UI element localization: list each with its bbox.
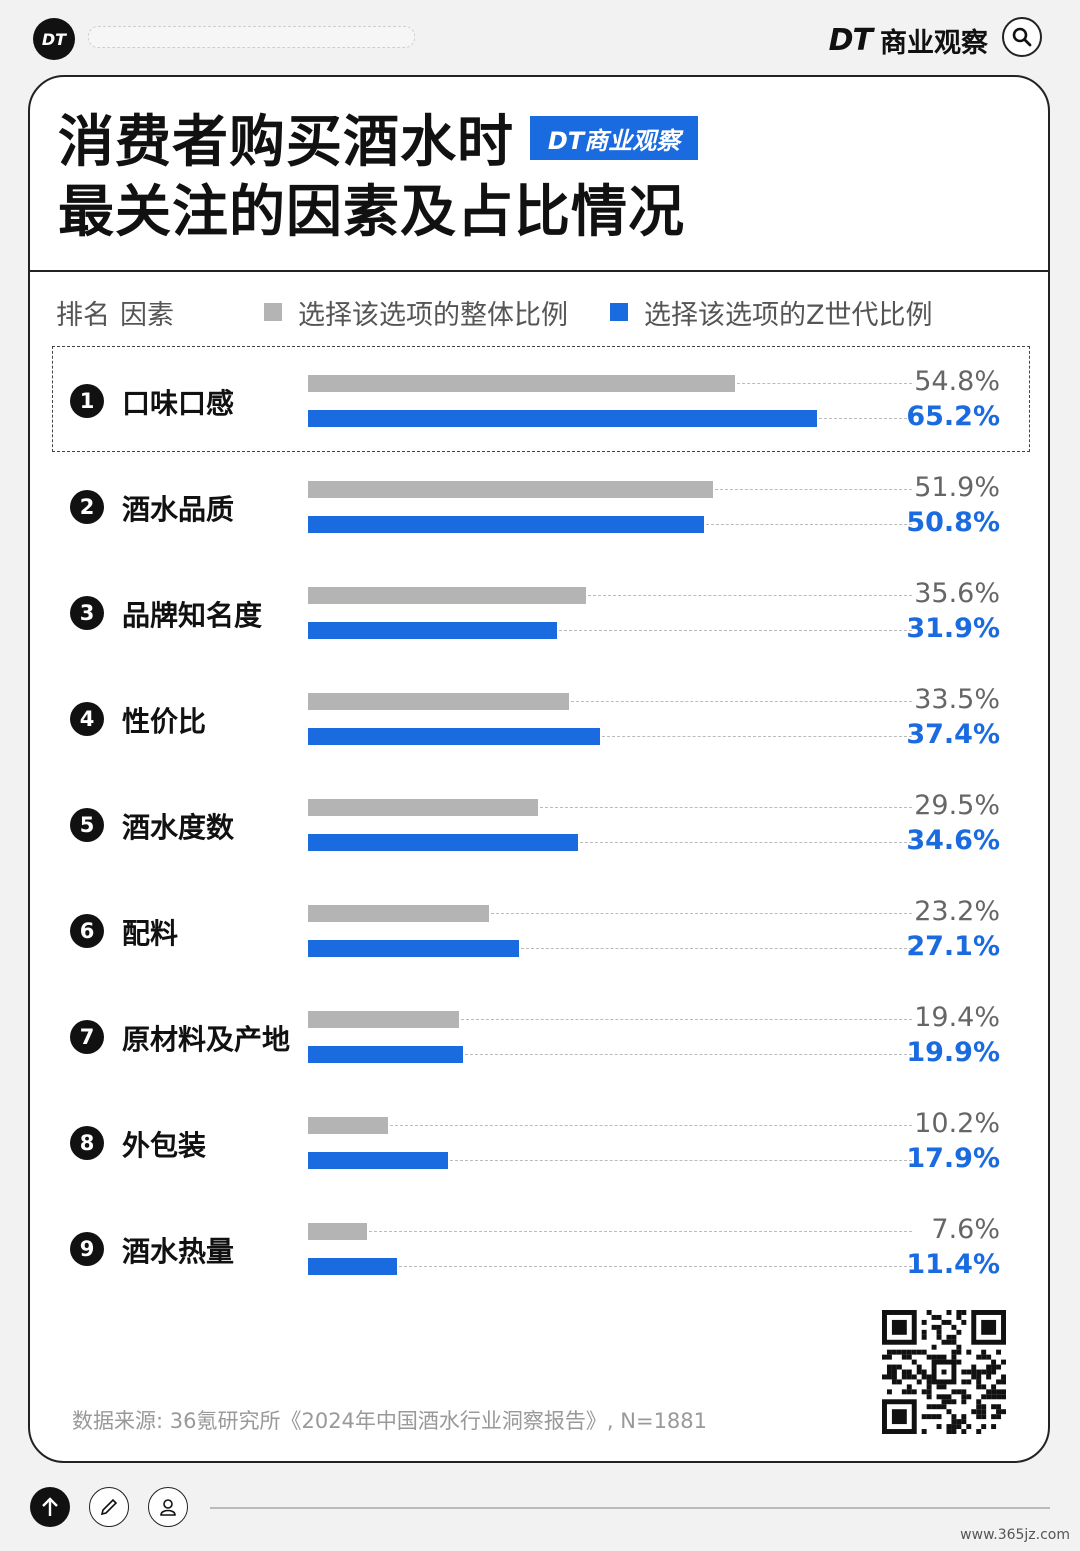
rank-header: 排名	[56, 299, 110, 331]
brand-logo[interactable]: DT	[33, 18, 75, 60]
search-icon	[1012, 27, 1032, 47]
scroll-top-button[interactable]	[30, 1487, 70, 1527]
title-line-2: 最关注的因素及占比情况	[58, 180, 685, 245]
pencil-icon	[100, 1498, 118, 1516]
title-line-1: 消费者购买酒水时	[58, 110, 514, 175]
brand-dt-text: DT	[828, 22, 873, 58]
highlight-box	[52, 346, 1030, 452]
user-icon	[160, 1499, 176, 1516]
brand-name: DT 商业观察	[829, 20, 988, 60]
top-bar: DT DT 商业观察	[0, 0, 1080, 75]
legend: 排名 因素 选择该选项的整体比例 选择该选项的Z世代比例	[56, 292, 1016, 332]
top-search-bar[interactable]	[88, 26, 415, 48]
legend-swatch-overall	[264, 303, 282, 321]
title-divider	[28, 270, 1050, 272]
qr-code	[882, 1310, 1006, 1434]
chart-title: 消费者购买酒水时 最关注的因素及占比情况	[58, 108, 685, 248]
legend-item-genz: 选择该选项的Z世代比例	[610, 293, 933, 332]
brand-badge: DT商业观察	[530, 116, 698, 160]
source-note: 数据来源: 36氪研究所《2024年中国酒水行业洞察报告》, N=1881	[72, 1409, 708, 1433]
legend-label-overall: 选择该选项的整体比例	[298, 299, 568, 331]
arrow-up-icon	[42, 1497, 58, 1516]
watermark-url: www.365jz.com	[960, 1527, 1070, 1543]
legend-item-overall: 选择该选项的整体比例	[264, 293, 568, 332]
bottom-divider	[210, 1507, 1050, 1509]
edit-button[interactable]	[89, 1487, 129, 1527]
profile-button[interactable]	[148, 1487, 188, 1527]
chart-card	[28, 75, 1050, 1463]
search-button[interactable]	[1002, 17, 1042, 57]
brand-name-text: 商业观察	[880, 27, 988, 59]
legend-swatch-genz	[610, 303, 628, 321]
factor-header: 因素	[120, 299, 174, 331]
legend-label-genz: 选择该选项的Z世代比例	[644, 299, 933, 331]
